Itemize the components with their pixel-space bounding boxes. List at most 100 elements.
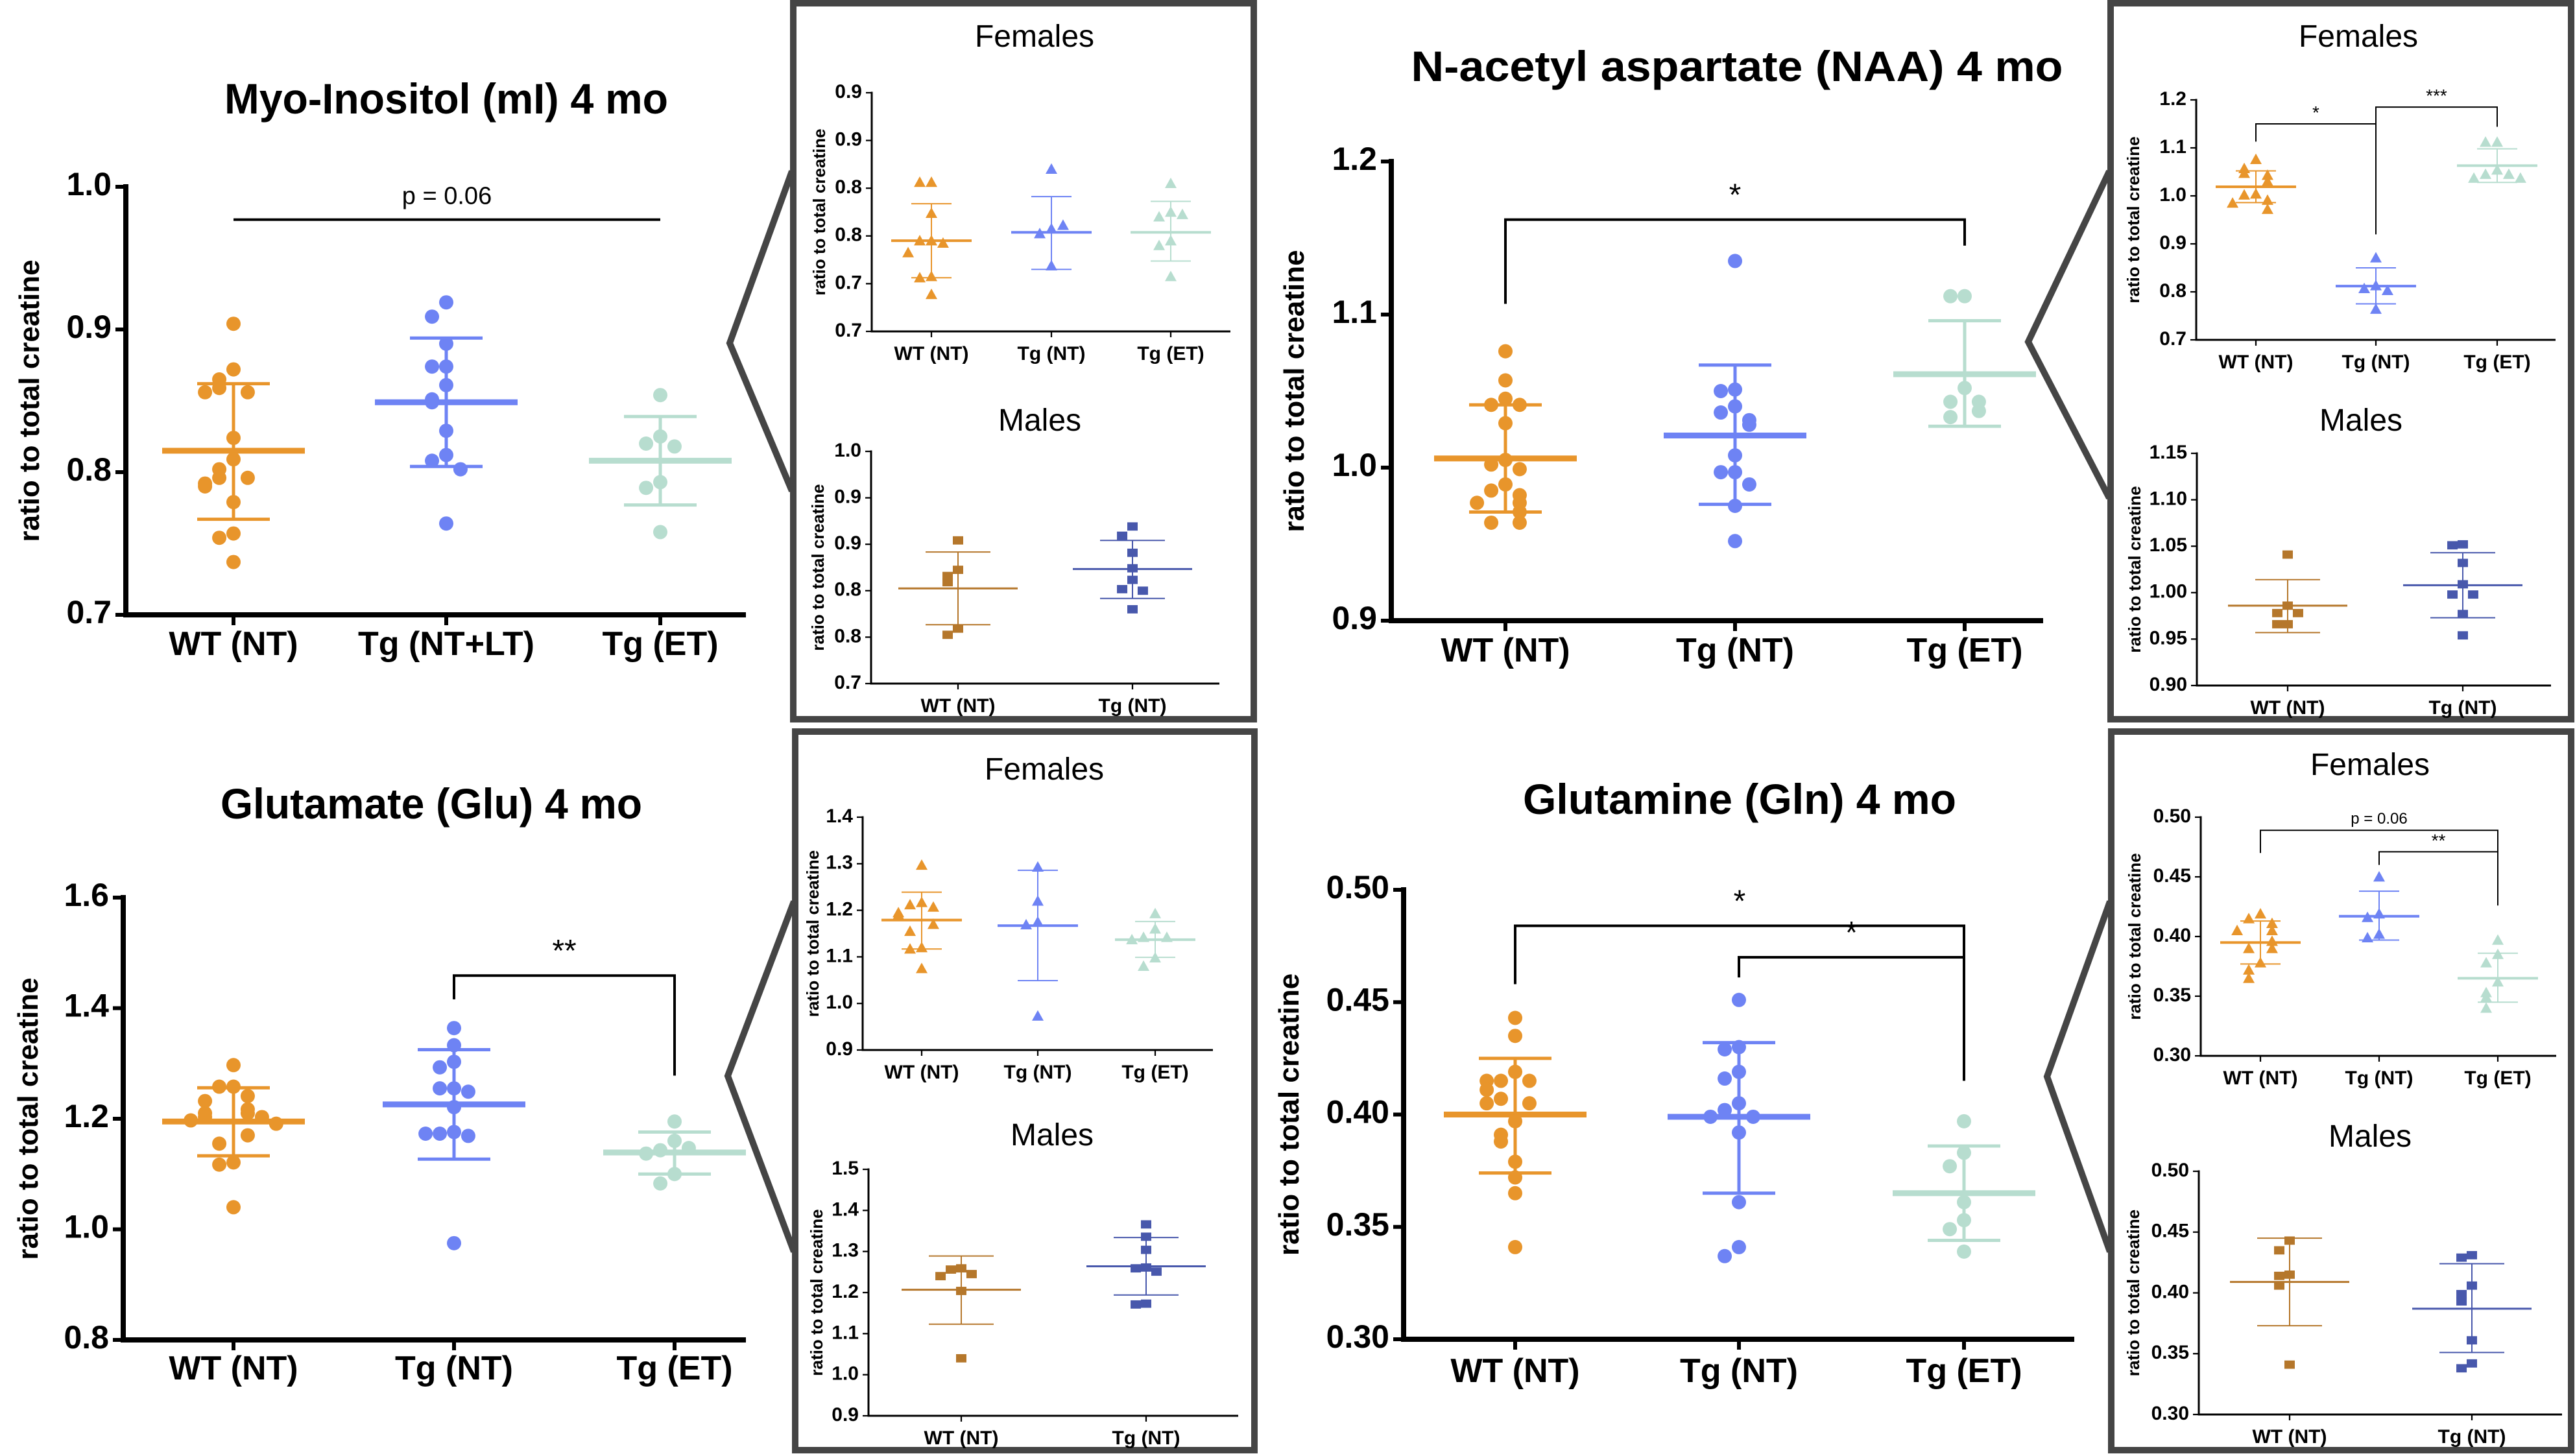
chart-panel-9: Glutamine (Gln) 4 mo ratio to total creat… [1273,775,2074,1390]
x-tick-label: Tg (NT) [2345,1068,2413,1089]
data-point [2373,871,2385,882]
x-tick-label: Tg (NT) [1676,632,1794,669]
y-axis-label: ratio to total creatine [809,128,829,295]
data-point [433,1060,448,1075]
significance-bracket [453,974,676,1076]
data-point [2492,948,2504,959]
data-point [461,1128,475,1143]
x-tick-label: Tg (ET) [602,625,718,663]
data-point [1957,1114,1971,1128]
data-point [1149,951,1161,963]
data-point [1718,1103,1732,1117]
data-point [425,359,440,374]
data-point [1151,1267,1162,1276]
data-point [1149,923,1161,934]
x-tick-label: Tg (NT+LT) [358,625,534,663]
y-tick-label: 0.9 [834,532,861,554]
data-point [1732,1239,1746,1254]
x-tick-label: Tg (ET) [616,1350,732,1387]
chart-panel-7: Females ratio to total creatine 0.9 1.0 1.1 1… [803,752,1213,1083]
data-point [926,270,937,281]
data-point [1732,1096,1746,1111]
chart-panel-4: Females ratio to total creatine 0.7 0.8 0.9 1… [2124,19,2556,373]
data-point [1046,163,1057,174]
data-point [1732,992,1746,1007]
data-point [226,316,241,331]
data-point [1141,1232,1151,1241]
y-tick-label: 1.00 [2150,581,2187,603]
x-tick-label: WT (NT) [169,1350,298,1387]
data-group-0 [162,316,305,569]
data-point [639,436,654,451]
data-point [667,1167,682,1182]
y-axis-label: ratio to total creatine [2124,136,2143,303]
data-point [184,1113,198,1128]
data-point [653,475,667,490]
data-group-0 [881,859,962,973]
data-point [2456,1289,2467,1298]
data-point [226,1079,241,1094]
data-point [1046,259,1057,270]
x-tick-label: WT (NT) [2253,1426,2327,1448]
y-tick-label: 1.5 [832,1158,859,1179]
data-point [1943,1159,1958,1174]
data-point [1957,1195,1971,1210]
data-point [1494,1134,1509,1149]
data-point [2467,1359,2477,1368]
y-tick-label: 0.7 [835,320,862,341]
data-point [226,1058,241,1073]
significance-bracket [1504,218,1966,304]
data-point [2456,1297,2467,1306]
data-point [892,909,905,920]
data-point [1703,1109,1718,1124]
data-point [439,295,453,310]
data-point [914,272,926,283]
data-group-0 [162,1058,305,1215]
data-point [212,381,227,396]
y-tick-label: 1.3 [826,852,853,874]
data-point [942,578,953,587]
data-point [2467,1336,2477,1345]
data-point [927,918,939,929]
y-tick-label: 0.90 [2150,674,2187,695]
y-axis-label: ratio to total creatine [12,977,44,1259]
zoom-chevron-myo-inositol [726,170,795,492]
data-group-1 [2412,1250,2532,1373]
data-point [240,1106,255,1121]
data-point [226,526,241,541]
data-point [226,495,241,510]
data-point [1149,907,1161,918]
data-point [2480,957,2493,968]
y-tick-label: 0.9 [834,486,861,508]
x-tick-label: Tg (NT) [1112,1427,1180,1449]
x-tick-label: Tg (ET) [2464,1068,2531,1089]
data-point [2467,1281,2477,1290]
data-point [2480,136,2492,147]
data-point [1498,416,1513,431]
data-point [914,176,926,187]
data-point [1127,522,1138,531]
data-point [667,1134,682,1149]
data-point [1943,394,1958,409]
data-point [2467,1250,2477,1259]
data-point [1126,933,1138,945]
y-axis-label: ratio to total creatine [2125,486,2144,652]
data-point [1728,534,1742,549]
data-point [1508,1029,1522,1044]
data-point [2266,924,2278,935]
data-point [1732,1064,1746,1079]
chart-panel-11: Males ratio to total creatine 0.30 0.35 0.40… [2124,1119,2562,1448]
data-point [946,1265,957,1274]
data-point [212,470,227,485]
y-tick-label: 1.0 [66,166,112,202]
y-tick-label: 0.45 [2151,1221,2189,1242]
data-point [226,431,241,446]
data-point [2272,608,2283,617]
data-point [667,1114,682,1129]
data-point [926,176,937,187]
data-point [461,1084,475,1099]
data-point [1745,1109,1760,1124]
significance-label: * [2312,102,2319,123]
data-point [1512,398,1527,412]
y-tick-label: 1.0 [832,1363,859,1385]
